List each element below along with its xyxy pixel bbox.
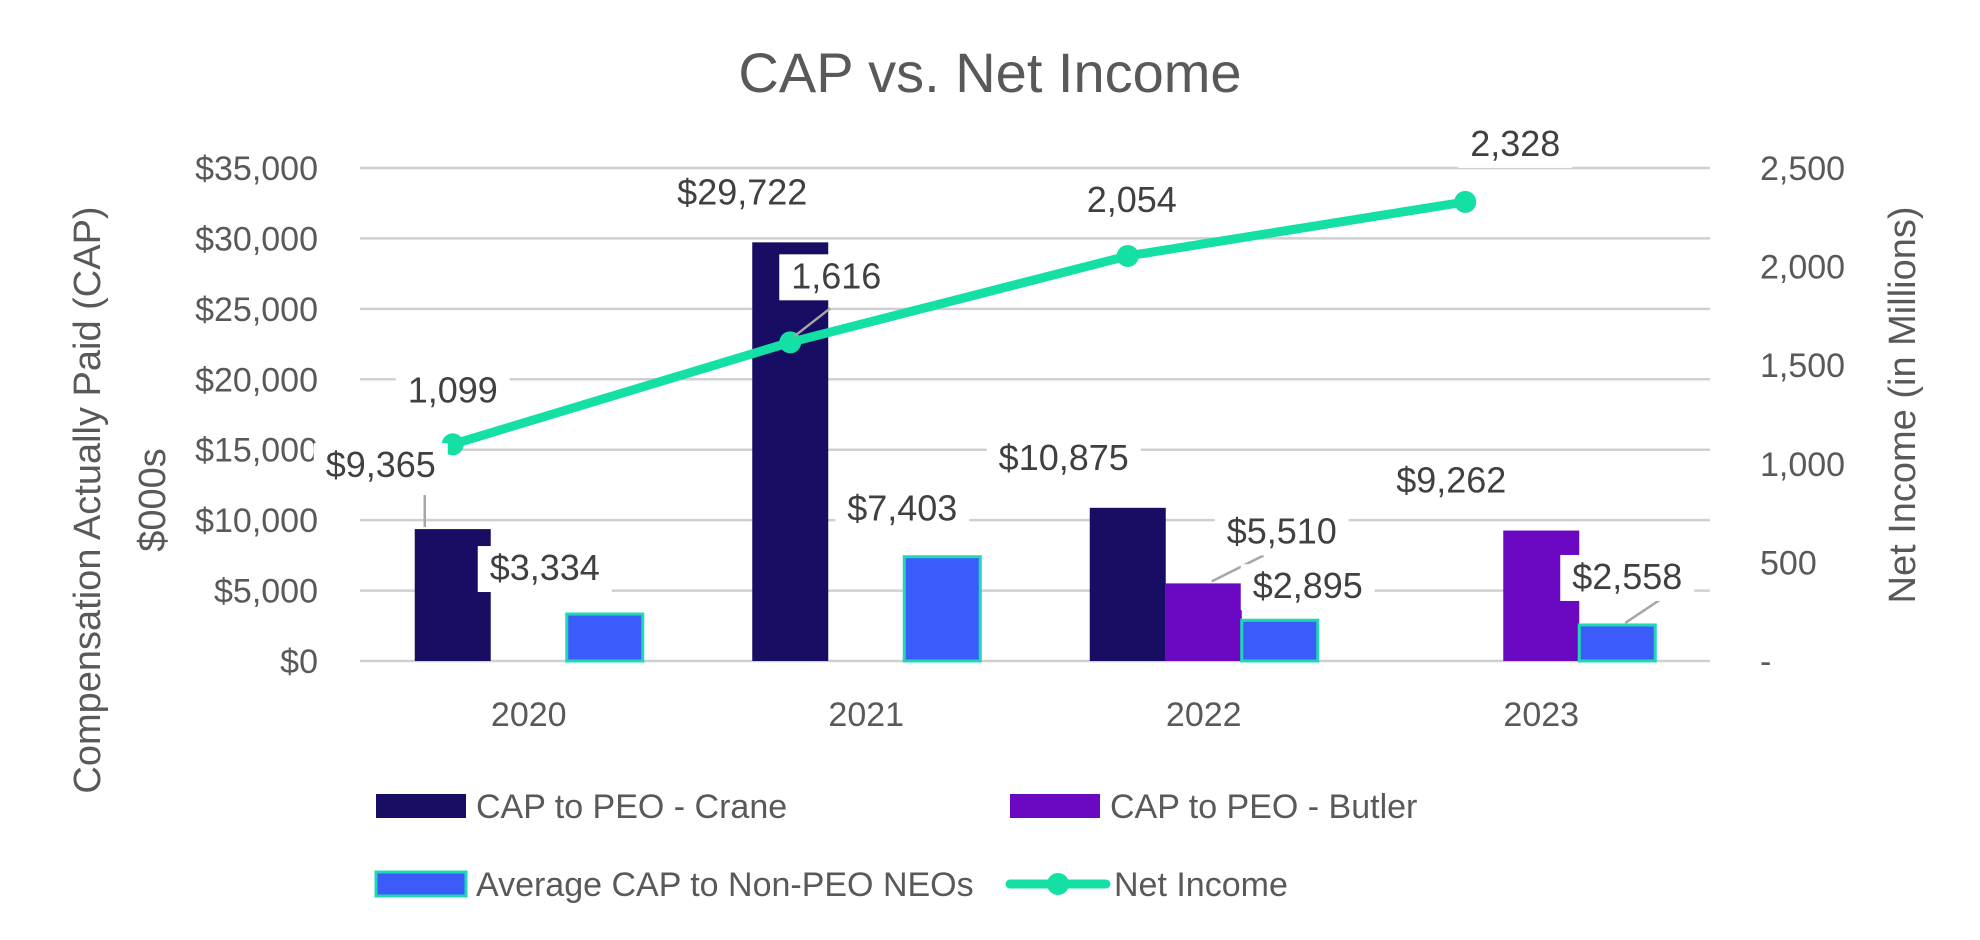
data-label-average-cap-to-non-peo-neos-2022: $2,895: [1253, 565, 1363, 606]
data-label-cap-to-peo-crane-2021-bg: [665, 170, 820, 217]
legend-item-net-income-swatch-marker: [1047, 873, 1069, 895]
data-label-net-income-2021-leader: [793, 307, 832, 338]
data-label-cap-to-peo-crane-2020: $9,365: [326, 444, 436, 485]
legend-item-cap-to-peo-butler-label: CAP to PEO - Butler: [1110, 788, 1417, 826]
legend-item-cap-to-peo-crane: CAP to PEO - Crane: [376, 788, 787, 826]
data-label-cap-to-peo-crane-2021: $29,722: [677, 171, 807, 212]
x-tick-label: 2021: [828, 696, 904, 734]
data-label-net-income-2023: 2,328: [1470, 123, 1560, 164]
y2-tick-label: -: [1760, 643, 1771, 681]
x-tick-label: 2023: [1503, 696, 1579, 734]
legend-item-cap-to-peo-butler-swatch: [1010, 794, 1100, 818]
data-label-cap-to-peo-butler-2023: $9,262: [1396, 460, 1506, 501]
net-income-point-2021: [779, 331, 802, 354]
legend-item-cap-to-peo-butler: CAP to PEO - Butler: [1010, 788, 1417, 826]
chart-title: CAP vs. Net Income: [738, 41, 1241, 104]
data-label-cap-to-peo-butler-2023-bg: [1384, 458, 1519, 505]
data-label-net-income-2021: 1,616: [791, 255, 881, 296]
bar-cap-to-peo-crane-2022: [1089, 507, 1166, 661]
data-label-average-cap-to-non-peo-neos-2021-bg: [835, 486, 970, 533]
data-label-average-cap-to-non-peo-neos-2023: $2,558: [1572, 556, 1682, 597]
data-label-net-income-2020: 1,099: [408, 369, 498, 410]
y-tick-label: $35,000: [195, 150, 318, 188]
y-tick-label: $5,000: [214, 573, 318, 611]
net-income-line: [441, 190, 1477, 456]
y-axis-title-line2: $000s: [132, 448, 174, 552]
data-label-cap-to-peo-butler-2022: $5,510: [1227, 510, 1337, 551]
data-labels: $9,365 $29,722 $10,875 $5,510 $9,262 $3,334 $7…: [313, 121, 1695, 625]
y-tick-label: $0: [280, 643, 318, 681]
y-axis-ticks: $0 $5,000 $10,000 $15,000 $20,000 $25,000 $30,…: [195, 150, 318, 681]
data-label-average-cap-to-non-peo-neos-2022-bg: [1240, 564, 1375, 611]
data-label-net-income-2022: 2,054: [1087, 179, 1177, 220]
bar-average-cap-to-non-peo-neos-2023: [1577, 623, 1657, 663]
y2-tick-label: 1,000: [1760, 446, 1845, 484]
data-label-average-cap-to-non-peo-neos-2020-bg: [477, 546, 612, 593]
net-income-polyline: [448, 197, 1470, 449]
x-axis-ticks: 2020 2021 2022 2023: [491, 696, 1579, 734]
data-label-net-income-2023-bg: [1458, 121, 1573, 168]
legend-item-average-cap-to-non-peo-neos: Average CAP to Non-PEO NEOs: [374, 866, 974, 904]
bar-average-cap-to-non-peo-neos-2022: [1240, 618, 1320, 663]
net-income-point-2022: [1116, 244, 1139, 267]
legend-item-net-income: Net Income: [1005, 866, 1288, 904]
y-tick-label: $30,000: [195, 220, 318, 258]
y-tick-label: $10,000: [195, 502, 318, 540]
y2-tick-label: 2,000: [1760, 249, 1845, 287]
y-tick-label: $20,000: [195, 361, 318, 399]
y-tick-label: $15,000: [195, 432, 318, 470]
data-label-cap-to-peo-butler-2022-bg: [1214, 509, 1349, 556]
bars: [414, 242, 1657, 663]
y2-axis-title: Net Income (in Millions): [1882, 207, 1924, 604]
legend-item-cap-to-peo-crane-label: CAP to PEO - Crane: [476, 788, 787, 826]
bar-cap-to-peo-butler-2022: [1165, 583, 1242, 661]
net-income-point-2023: [1454, 190, 1477, 213]
y2-tick-label: 2,500: [1760, 150, 1845, 188]
x-tick-label: 2020: [491, 696, 567, 734]
data-label-average-cap-to-non-peo-neos-2023-bg: [1560, 554, 1695, 601]
data-label-net-income-2020-bg: [395, 368, 510, 415]
data-label-net-income-2022-bg: [1074, 177, 1189, 224]
data-label-cap-to-peo-butler-2022-leader: [1211, 554, 1265, 583]
legend-item-net-income-label: Net Income: [1114, 866, 1288, 904]
data-label-cap-to-peo-crane-2022-bg: [986, 435, 1141, 482]
y2-axis-ticks: - 500 1,000 1,500 2,000 2,500: [1760, 150, 1845, 681]
y2-tick-label: 500: [1760, 544, 1817, 582]
data-label-net-income-2021-bg: [779, 254, 894, 301]
legend: CAP to PEO - Crane CAP to PEO - Butler Ave…: [374, 788, 1417, 904]
bar-average-cap-to-non-peo-neos-2020: [565, 612, 645, 663]
x-tick-label: 2022: [1166, 696, 1242, 734]
bar-average-cap-to-non-peo-neos-2021: [902, 555, 982, 663]
legend-item-cap-to-peo-crane-swatch: [376, 794, 466, 818]
y-tick-label: $25,000: [195, 291, 318, 329]
data-label-cap-to-peo-crane-2020-bg: [313, 443, 448, 490]
legend-item-average-cap-to-non-peo-neos-label: Average CAP to Non-PEO NEOs: [476, 866, 974, 904]
data-label-cap-to-peo-crane-2022: $10,875: [999, 437, 1129, 478]
y-axis-title-line1: Compensation Actually Paid (CAP): [67, 206, 109, 793]
bar-cap-to-peo-crane-2021: [752, 242, 829, 661]
legend-item-average-cap-to-non-peo-neos-swatch: [374, 870, 468, 898]
data-label-average-cap-to-non-peo-neos-2021: $7,403: [847, 488, 957, 529]
y2-tick-label: 1,500: [1760, 347, 1845, 385]
data-label-average-cap-to-non-peo-neos-2020: $3,334: [490, 547, 600, 588]
